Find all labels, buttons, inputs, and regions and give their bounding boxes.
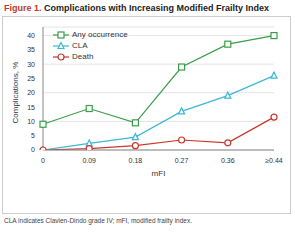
- svg-text:0.36: 0.36: [221, 157, 235, 164]
- svg-text:35: 35: [27, 46, 35, 53]
- html-text:Figure 1. Complications with I: Figure 1. Complications with Increasing …: [4, 3, 269, 13]
- svg-text:0: 0: [31, 146, 35, 153]
- svg-text:20: 20: [27, 89, 35, 96]
- svg-text:0.09: 0.09: [82, 157, 96, 164]
- svg-text:15: 15: [27, 104, 35, 111]
- html-text:CLA indicates Clavien-Dindo gr: CLA indicates Clavien-Dindo grade IV; mF…: [4, 217, 192, 224]
- svg-text:Complications, %: Complications, %: [11, 62, 20, 124]
- svg-text:40: 40: [27, 32, 35, 39]
- svg-text:10: 10: [27, 118, 35, 125]
- svg-text:mFI: mFI: [152, 169, 166, 178]
- svg-text:25: 25: [27, 75, 35, 82]
- svg-text:≥0.44: ≥0.44: [265, 157, 283, 164]
- svg-text:0: 0: [41, 157, 45, 164]
- html-text:Any occurrence: Any occurrence: [72, 30, 128, 39]
- svg-text:5: 5: [31, 132, 35, 139]
- svg-text:30: 30: [27, 61, 35, 68]
- html-text:Death: Death: [72, 52, 94, 61]
- svg-text:0.18: 0.18: [129, 157, 143, 164]
- svg-text:0.27: 0.27: [175, 157, 189, 164]
- html-text:CLA: CLA: [72, 41, 88, 50]
